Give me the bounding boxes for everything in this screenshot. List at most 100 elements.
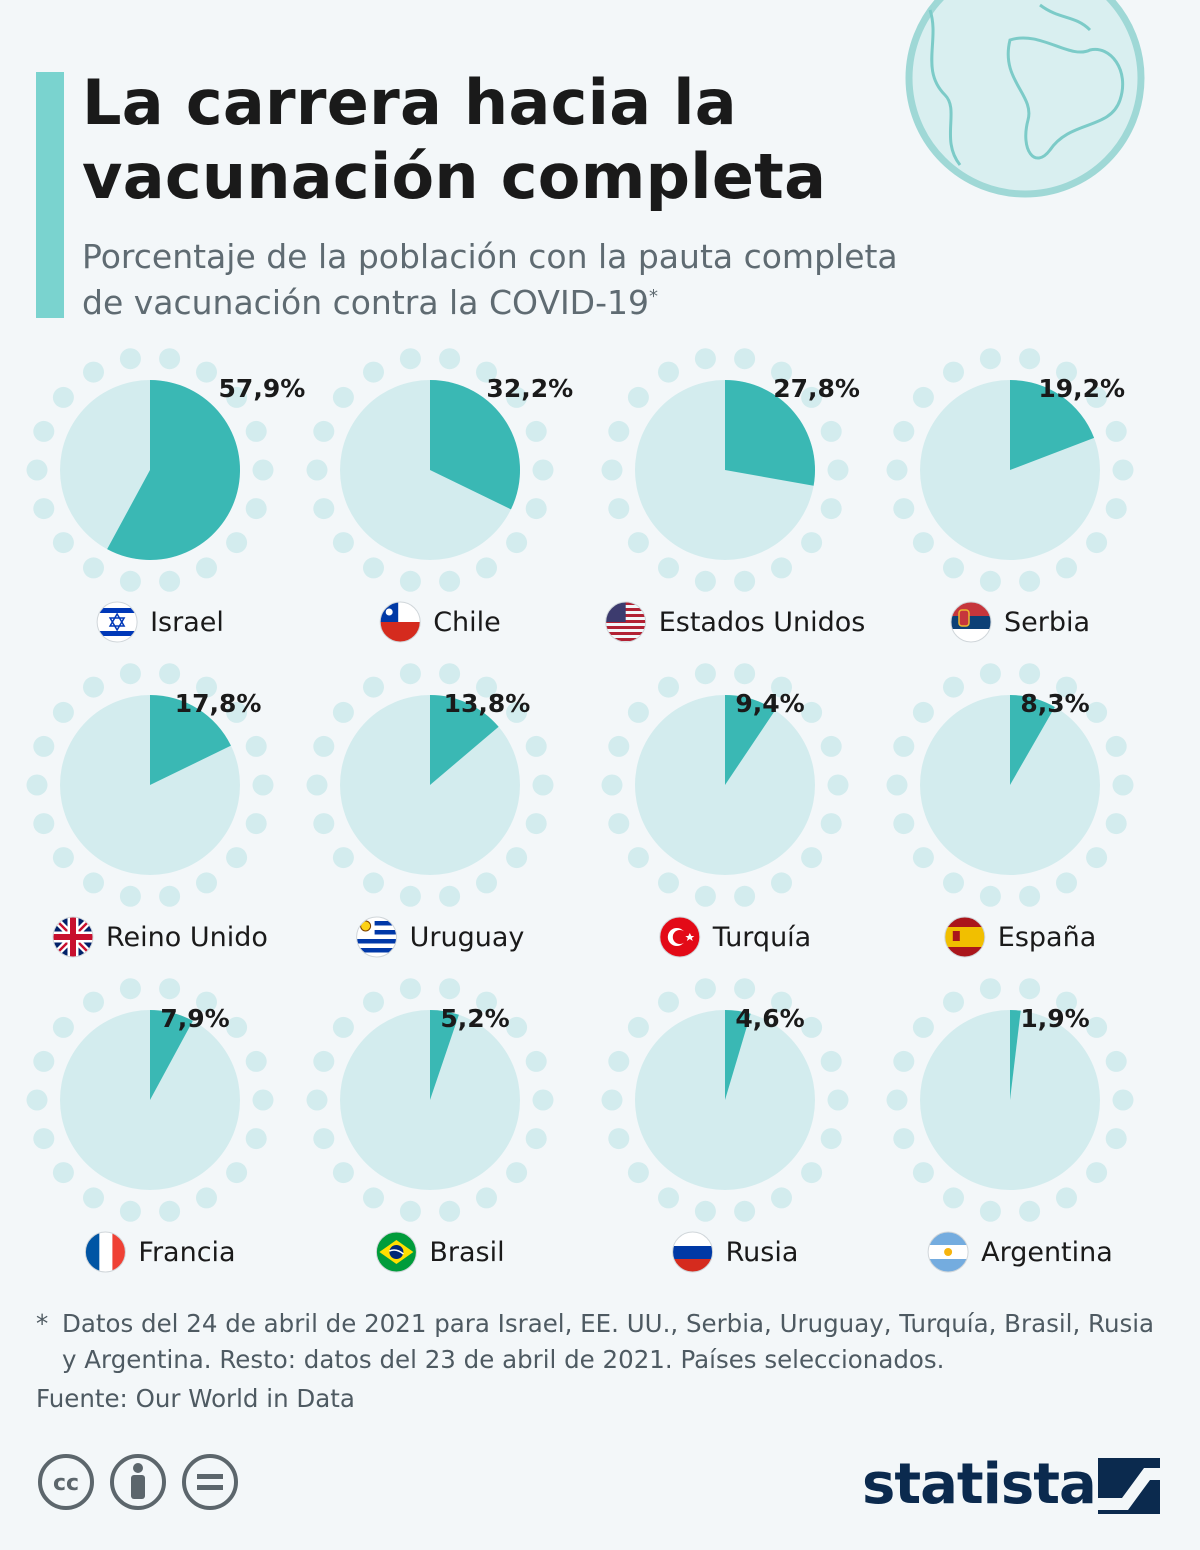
spike-dot: [627, 386, 649, 408]
spike-dot: [979, 663, 1001, 685]
spike-dot: [525, 1050, 547, 1072]
spike-dot: [332, 1016, 354, 1038]
spike-dot: [306, 774, 328, 796]
attribution-icon: [110, 1454, 166, 1510]
no-derivatives-icon: [182, 1454, 238, 1510]
spike-dot: [332, 701, 354, 723]
pie-chart-grid: 57,9% Israel 32,2% Chile 27,8% Estados Unidos…: [26, 348, 1134, 1273]
pie-chart-7: 9,4% Turquía: [601, 663, 849, 958]
percentage-label: 4,6%: [735, 1004, 804, 1033]
spike-dot: [52, 1016, 74, 1038]
spike-dot: [196, 557, 217, 579]
spike-dot: [532, 1089, 554, 1111]
spike-dot: [734, 885, 756, 907]
spike-dot: [608, 735, 630, 757]
spike-dot: [893, 498, 915, 520]
spike-dot: [820, 1050, 842, 1072]
spike-dot: [159, 663, 181, 685]
spike-dot: [363, 872, 384, 894]
uruguay-flag-icon: [356, 916, 398, 958]
country-label: Uruguay: [410, 922, 525, 953]
spike-dot: [83, 991, 104, 1013]
spike-dot: [83, 557, 104, 579]
spike-dot: [363, 557, 384, 579]
spike-dot: [1086, 847, 1108, 869]
spike-dot: [979, 348, 1001, 370]
spike-dot: [476, 361, 497, 383]
spike-dot: [332, 847, 354, 869]
spike-dot: [313, 735, 335, 757]
spike-dot: [506, 532, 528, 554]
pie-chart-11: 4,6% Rusia: [601, 978, 849, 1273]
spike-dot: [33, 735, 55, 757]
spike-dot: [252, 1089, 274, 1111]
country-label: Serbia: [1004, 607, 1090, 638]
spike-dot: [1086, 1162, 1108, 1184]
spike-dot: [1105, 1050, 1127, 1072]
spike-dot: [801, 386, 823, 408]
spike-dot: [627, 532, 649, 554]
spike-dot: [439, 1200, 461, 1222]
pie-slice-vaccinated: [150, 695, 231, 785]
spike-dot: [83, 872, 104, 894]
spike-dot: [820, 498, 842, 520]
pie-slice-vaccinated: [725, 695, 776, 785]
serbia-flag-icon: [950, 601, 992, 643]
spike-dot: [601, 1089, 623, 1111]
spike-dot: [1112, 1089, 1134, 1111]
spike-dot: [399, 663, 421, 685]
spike-dot: [332, 386, 354, 408]
pie-chart-1: 57,9% Israel: [26, 348, 305, 643]
spike-dot: [943, 557, 964, 579]
spike-dot: [1086, 701, 1108, 723]
spike-dot: [601, 774, 623, 796]
spike-dot: [820, 420, 842, 442]
spike-dot: [771, 361, 792, 383]
spike-dot: [893, 813, 915, 835]
spike-dot: [33, 498, 55, 520]
spike-dot: [820, 735, 842, 757]
spike-dot: [1112, 459, 1134, 481]
spike-dot: [439, 663, 461, 685]
pie-chart-4: 19,2% Serbia: [886, 348, 1134, 643]
footnote-mark: *: [36, 1309, 49, 1338]
spike-dot: [943, 1187, 964, 1209]
spike-dot: [119, 885, 141, 907]
spike-dot: [627, 1162, 649, 1184]
spike-dot: [159, 978, 181, 1000]
spike-dot: [734, 570, 756, 592]
spike-dot: [912, 701, 934, 723]
spike-dot: [506, 847, 528, 869]
spike-dot: [1086, 1016, 1108, 1038]
spike-dot: [252, 459, 274, 481]
percentage-label: 19,2%: [1038, 374, 1125, 403]
spike-dot: [119, 570, 141, 592]
spike-dot: [801, 701, 823, 723]
spike-dot: [439, 978, 461, 1000]
spike-dot: [196, 361, 217, 383]
spike-dot: [506, 701, 528, 723]
israel-flag-icon: [96, 601, 138, 643]
spike-dot: [658, 1187, 679, 1209]
spike-dot: [694, 348, 716, 370]
source-text: Fuente: Our World in Data: [36, 1384, 355, 1413]
spike-dot: [1019, 663, 1041, 685]
spike-dot: [399, 348, 421, 370]
country-label: España: [998, 922, 1096, 953]
pie-chart-2: 32,2% Chile: [306, 348, 573, 643]
spike-dot: [159, 570, 181, 592]
spike-dot: [245, 735, 267, 757]
spike-dot: [694, 663, 716, 685]
spike-dot: [801, 532, 823, 554]
spike-dot: [1019, 1200, 1041, 1222]
pie-slice-vaccinated: [430, 380, 521, 510]
spike-dot: [439, 885, 461, 907]
spike-dot: [734, 1200, 756, 1222]
spike-dot: [399, 885, 421, 907]
pie-slice-vaccinated: [107, 380, 240, 560]
spike-dot: [52, 701, 74, 723]
spike-dot: [399, 1200, 421, 1222]
uk-flag-icon: [52, 916, 94, 958]
percentage-label: 13,8%: [444, 689, 531, 718]
spike-dot: [313, 813, 335, 835]
